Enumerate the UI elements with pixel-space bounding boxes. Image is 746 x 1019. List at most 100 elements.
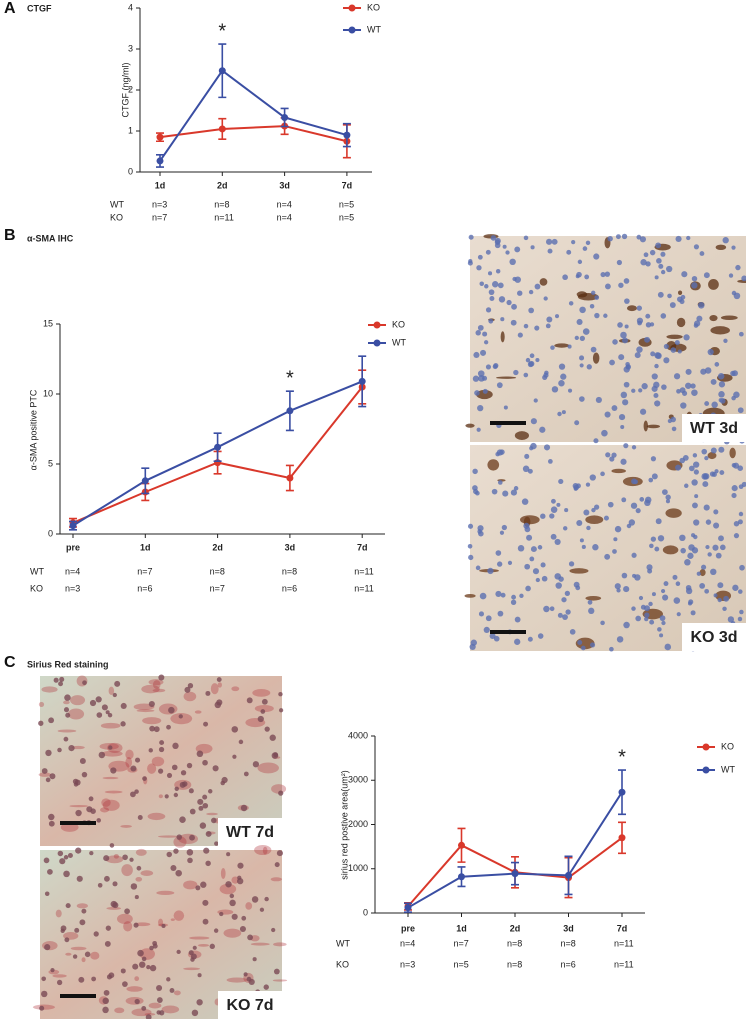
nucleus <box>484 284 489 289</box>
nucleus <box>564 508 569 513</box>
tissue-stain <box>252 688 271 697</box>
nucleus <box>669 302 676 308</box>
nucleus <box>166 772 173 778</box>
nucleus <box>701 473 709 480</box>
nucleus <box>615 234 621 240</box>
nucleus <box>141 1005 147 1011</box>
scale-bar <box>60 994 96 998</box>
nucleus <box>581 544 586 550</box>
nucleus <box>687 552 694 559</box>
data-point <box>286 407 294 415</box>
nucleus <box>665 494 671 500</box>
nucleus <box>485 615 492 622</box>
nucleus <box>604 271 611 277</box>
nucleus <box>651 592 656 597</box>
x-tick-label: pre <box>66 542 80 552</box>
tissue-stain <box>135 876 143 882</box>
nucleus <box>474 390 480 396</box>
series-line <box>159 125 348 143</box>
nucleus <box>676 388 681 394</box>
nucleus <box>640 259 647 266</box>
nucleus <box>202 918 209 925</box>
tissue-stain <box>113 854 119 859</box>
nucleus <box>659 633 664 638</box>
nucleus <box>475 330 481 336</box>
tissue-stain <box>170 713 193 725</box>
nucleus <box>480 349 487 356</box>
nucleus <box>271 927 276 933</box>
nucleus <box>75 809 82 817</box>
tissue-stain <box>126 986 143 992</box>
nucleus <box>590 346 597 353</box>
nucleus <box>607 501 614 508</box>
data-point <box>141 477 149 485</box>
n-count: n=6 <box>137 583 152 593</box>
nucleus <box>50 968 55 973</box>
nucleus <box>529 353 535 359</box>
tissue-stain <box>140 870 154 877</box>
nucleus <box>122 981 128 988</box>
x-tick-label: 7d <box>617 923 628 933</box>
nucleus <box>631 606 636 611</box>
nucleus <box>237 862 244 869</box>
nucleus <box>568 301 574 306</box>
tissue-stain <box>576 291 588 298</box>
tissue-stain <box>63 700 70 705</box>
nucleus <box>166 977 171 982</box>
nucleus <box>621 337 628 344</box>
nucleus <box>643 252 649 258</box>
nucleus <box>733 533 740 539</box>
tissue-stain <box>500 331 505 343</box>
nucleus <box>691 533 696 538</box>
nucleus <box>158 768 164 774</box>
nucleus <box>579 396 585 402</box>
nucleus <box>663 581 669 587</box>
nucleus <box>541 575 548 582</box>
nucleus <box>656 258 662 264</box>
nucleus <box>731 245 736 250</box>
nucleus <box>673 373 681 380</box>
tissue-stain <box>65 952 72 956</box>
caption-box <box>218 991 282 1019</box>
nucleus <box>551 498 556 504</box>
nucleus <box>496 449 504 456</box>
nucleus <box>174 786 179 792</box>
tissue-stain <box>272 979 288 982</box>
nucleus <box>616 588 621 593</box>
nucleus <box>497 282 504 289</box>
nucleus <box>595 396 602 403</box>
nucleus <box>489 296 495 301</box>
nucleus <box>609 646 614 652</box>
nucleus <box>550 506 558 513</box>
nucleus <box>501 524 508 531</box>
nucleus <box>654 546 660 552</box>
tissue-stain <box>464 593 476 598</box>
nucleus <box>623 381 630 388</box>
nucleus <box>582 246 588 251</box>
x-tick-label: 2d <box>510 923 521 933</box>
nucleus <box>600 471 605 477</box>
y-tick-label: 0 <box>48 528 53 538</box>
tissue-stain <box>76 903 89 909</box>
tissue-stain <box>70 946 87 951</box>
nucleus <box>247 934 253 941</box>
nucleus <box>524 563 531 570</box>
data-point <box>511 870 519 878</box>
nucleus <box>670 416 676 423</box>
nucleus <box>611 452 617 458</box>
nucleus <box>679 387 686 394</box>
y-axis-label: CTGF (ng/ml) <box>120 62 130 117</box>
nucleus <box>477 404 484 412</box>
x-tick-label: pre <box>401 923 415 933</box>
nucleus <box>186 849 194 856</box>
nucleus <box>661 589 666 594</box>
n-count: n=7 <box>210 583 225 593</box>
nucleus <box>738 589 743 594</box>
nucleus <box>631 445 637 450</box>
y-tick-label: 3 <box>128 43 133 53</box>
nucleus <box>638 388 643 393</box>
nucleus <box>626 523 632 529</box>
nucleus <box>691 276 698 282</box>
nucleus <box>523 235 529 241</box>
nucleus <box>718 398 723 403</box>
